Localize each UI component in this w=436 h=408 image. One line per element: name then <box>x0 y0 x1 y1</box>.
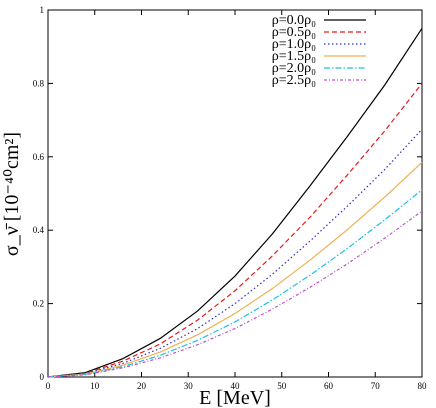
y-tick-label: 1 <box>40 5 45 15</box>
y-tick-label: 0.8 <box>33 78 45 88</box>
x-tick-label: 0 <box>46 381 51 391</box>
plot-area <box>47 9 423 378</box>
x-tick-label: 60 <box>324 381 334 391</box>
axis-ticks <box>47 9 423 378</box>
series-line <box>47 161 423 378</box>
legend-label: ρ=0.0ρ₀ <box>272 13 316 28</box>
x-tick-label: 50 <box>277 381 287 391</box>
y-tick-label: 0.4 <box>33 225 45 235</box>
series-line <box>47 83 423 378</box>
series-line <box>47 28 423 378</box>
legend-label: ρ=1.5ρ₀ <box>272 49 316 64</box>
x-tick-label: 30 <box>184 381 194 391</box>
x-tick-label: 40 <box>231 381 241 391</box>
y-axis-title: σ_ν̄ [10⁻⁴⁰cm²] <box>1 132 23 256</box>
y-tick-label: 0.2 <box>33 299 44 309</box>
series-line <box>47 189 423 378</box>
legend-label: ρ=0.5ρ₀ <box>272 25 316 40</box>
x-tick-label: 70 <box>371 381 381 391</box>
series-line <box>47 210 423 378</box>
x-tick-label: 20 <box>137 381 147 391</box>
x-tick-label: 10 <box>90 381 100 391</box>
series-lines <box>47 28 423 378</box>
x-tick-labels: 0 10 20 30 40 50 60 70 80 <box>46 381 427 391</box>
legend: ρ=0.0ρ₀ρ=0.5ρ₀ρ=1.0ρ₀ρ=1.5ρ₀ρ=2.0ρ₀ρ=2.5… <box>272 13 366 88</box>
x-axis-title: E [MeV] <box>199 387 271 408</box>
x-tick-label: 80 <box>418 381 428 391</box>
legend-label: ρ=2.0ρ₀ <box>272 61 316 76</box>
series-line <box>47 128 423 378</box>
y-tick-label: 0.6 <box>33 152 45 162</box>
y-tick-label: 0 <box>40 372 45 382</box>
legend-label: ρ=2.5ρ₀ <box>272 73 316 88</box>
y-tick-labels: 0 0.2 0.4 0.6 0.8 1 <box>33 5 45 382</box>
legend-label: ρ=1.0ρ₀ <box>272 37 316 52</box>
